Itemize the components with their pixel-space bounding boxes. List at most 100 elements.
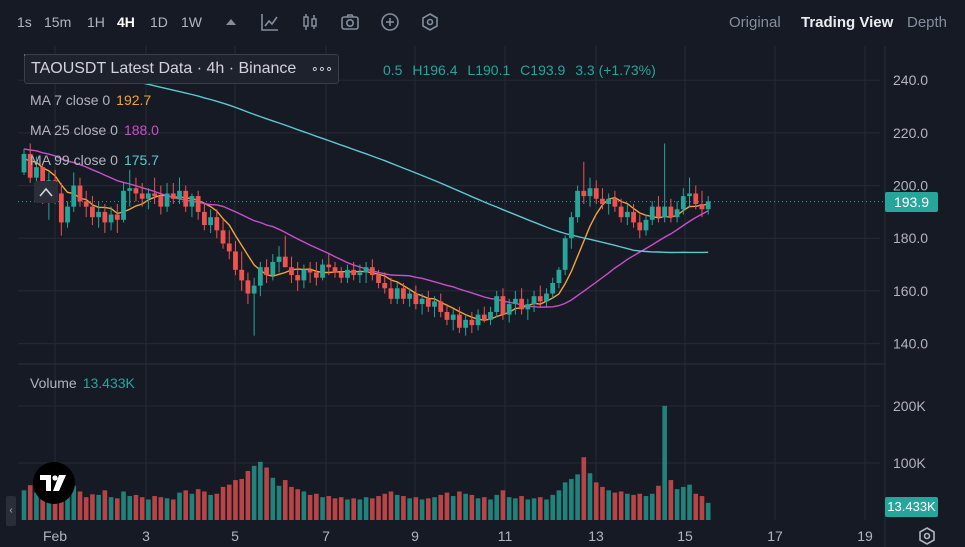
ma25-line: [23, 148, 709, 308]
candle-body: [512, 298, 518, 305]
add-circle-icon[interactable]: [380, 12, 400, 32]
volume-bar: [419, 499, 425, 520]
volume-bar: [96, 494, 101, 520]
settings-hex-icon[interactable]: [420, 12, 440, 32]
volume-bar: [606, 490, 611, 520]
timeframe-15m[interactable]: 15m: [44, 14, 72, 30]
candle-body: [214, 217, 220, 231]
candle-body: [83, 201, 89, 207]
ma7-value: 192.7: [116, 92, 152, 108]
volume-bar: [233, 480, 238, 520]
candle-body: [208, 217, 213, 226]
candle-body: [457, 314, 462, 328]
volume-bar: [525, 499, 531, 520]
volume-bar: [264, 467, 269, 520]
close-value: 193.9: [530, 62, 566, 78]
volume-bar: [681, 486, 686, 520]
candle-body: [500, 296, 506, 315]
last-volume-tag: 13.433K: [885, 497, 938, 517]
low-value: 190.1: [475, 62, 511, 78]
candle-body: [407, 293, 413, 299]
volume-bar: [214, 493, 220, 520]
volume-bar: [127, 496, 133, 520]
volume-bar: [326, 496, 332, 520]
timeframe-1d[interactable]: 1D: [150, 14, 168, 30]
volume-bar: [270, 477, 276, 520]
volume-bar: [34, 492, 39, 520]
candle-body: [668, 206, 674, 218]
volume-bar: [407, 498, 412, 520]
collapse-left-icon[interactable]: ‹: [6, 496, 16, 526]
ma25-value: 188.0: [123, 122, 159, 138]
candle-body: [121, 190, 126, 220]
candle-body: [525, 304, 531, 310]
volume-legend: Volume 13.433K: [30, 375, 135, 391]
ma99-legend[interactable]: MA 99 close 0 175.7: [30, 152, 159, 168]
volume-bar: [307, 494, 313, 520]
timeframe-1s[interactable]: 1s: [17, 14, 32, 30]
candle-body: [108, 214, 114, 223]
symbol-legend[interactable]: TAOUSDT Latest Data · 4h · Binance ∘∘∘: [24, 54, 340, 84]
candle-body: [401, 288, 406, 299]
volume-bar: [494, 494, 500, 520]
candle-body: [282, 256, 288, 268]
indicator-chart-icon[interactable]: [260, 12, 280, 32]
candle-body: [388, 288, 394, 299]
candle-body: [693, 193, 699, 204]
volume-bar: [612, 492, 618, 520]
chart-settings-icon[interactable]: [917, 526, 937, 546]
candlestick-type-icon[interactable]: [300, 12, 320, 32]
candle-body: [581, 190, 587, 197]
candle-body: [357, 272, 363, 276]
volume-bar: [71, 485, 77, 520]
candle-body: [562, 238, 568, 270]
candle-body: [531, 296, 537, 305]
volume-bar: [687, 484, 692, 520]
candle-body: [450, 314, 456, 320]
view-depth-tab[interactable]: Depth: [907, 14, 948, 31]
candle-body: [114, 214, 120, 220]
volume-bar: [189, 493, 195, 520]
timeframe-1h[interactable]: 1H: [87, 14, 105, 30]
vol-tick-label: 100K: [893, 455, 926, 471]
candle-body: [146, 193, 151, 199]
volume-bar: [295, 489, 300, 520]
volume-bar: [432, 497, 437, 520]
volume-bar: [170, 499, 176, 520]
candle-body: [158, 196, 164, 207]
tradingview-logo[interactable]: [33, 462, 75, 504]
volume-bar: [544, 499, 549, 520]
y-tick-label: 200.0: [893, 178, 928, 194]
volume-bar: [282, 480, 288, 520]
view-tradingview-tab[interactable]: Trading View: [801, 14, 894, 31]
volume-bar: [239, 478, 244, 520]
candle-body: [338, 272, 344, 278]
more-options-icon[interactable]: ∘∘∘: [310, 61, 333, 76]
ma25-legend[interactable]: MA 25 close 0 188.0: [30, 122, 159, 138]
volume-bar: [83, 497, 89, 520]
timeframe-4h[interactable]: 4H: [117, 14, 135, 30]
candle-body: [345, 269, 350, 278]
view-original-tab[interactable]: Original: [729, 14, 781, 31]
timeframe-1w[interactable]: 1W: [181, 14, 202, 30]
candle-body: [544, 293, 549, 302]
candle-body: [432, 301, 437, 307]
candle-body: [481, 314, 487, 320]
candle-body: [463, 319, 469, 328]
scroll-marker: [34, 181, 58, 203]
ma7-legend[interactable]: MA 7 close 0 192.7: [30, 92, 151, 108]
camera-icon[interactable]: [340, 12, 360, 32]
volume-bar: [394, 494, 400, 520]
candle-body: [469, 319, 475, 326]
candle-body: [71, 185, 77, 207]
volume-bar: [693, 493, 699, 520]
candle-body: [494, 296, 500, 312]
volume-bar: [382, 493, 388, 520]
chart-toolbar: 1s 15m 1H 4H 1D 1W Original Trading View…: [0, 0, 965, 46]
triangle-dropdown-icon[interactable]: [221, 12, 241, 32]
candle-body: [270, 261, 276, 276]
ohlc-readout: 0.5 H196.4 L190.1 C193.9 3.3 (+1.73%): [383, 62, 656, 78]
candle-body: [195, 196, 201, 212]
candle-body: [376, 275, 381, 283]
